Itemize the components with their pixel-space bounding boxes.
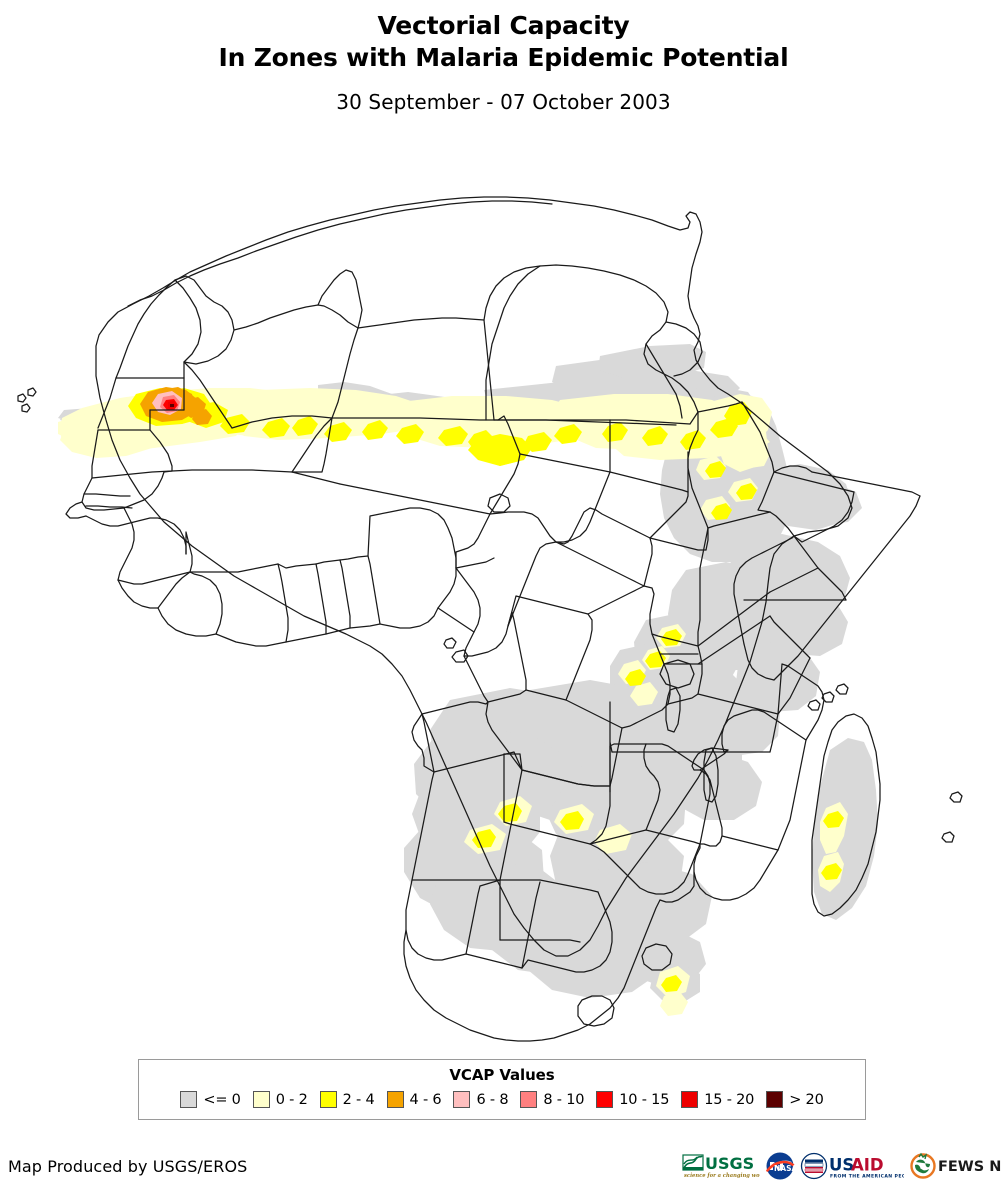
legend-swatch-le0 <box>180 1091 198 1108</box>
legend-label-le0: <= 0 <box>203 1091 241 1108</box>
legend-swatch-6-8 <box>453 1091 471 1108</box>
legend-label-0-2: 0 - 2 <box>275 1091 308 1108</box>
vcap-zone-gt-20 <box>170 404 174 407</box>
usgs-mark-icon <box>682 1154 704 1171</box>
usaid-wordmark-us: US <box>829 1156 854 1175</box>
legend-item-6-8[interactable]: 6 - 8 <box>453 1091 509 1108</box>
title-block: Vectorial Capacity In Zones with Malaria… <box>0 0 1007 114</box>
fewsnet-logo[interactable]: FEWS NET <box>909 1151 1001 1181</box>
usaid-wordmark-aid: AID <box>851 1156 884 1175</box>
map-credit: Map Produced by USGS/EROS <box>8 1157 248 1176</box>
africa-map-svg[interactable] <box>0 130 1007 1045</box>
legend: VCAP Values <= 0 0 - 2 2 - 4 4 - 6 6 - 8… <box>138 1059 866 1120</box>
legend-item-2-4[interactable]: 2 - 4 <box>319 1091 375 1108</box>
legend-item-8-10[interactable]: 8 - 10 <box>520 1091 584 1108</box>
usgs-logo[interactable]: USGS science for a changing world <box>682 1151 760 1181</box>
country-borders <box>17 196 963 1042</box>
nasa-wordmark: NASA <box>774 1164 795 1173</box>
legend-swatch-10-15 <box>596 1091 614 1108</box>
legend-items: <= 0 0 - 2 2 - 4 4 - 6 6 - 8 8 - 10 10 -… <box>139 1091 865 1108</box>
usaid-tagline: FROM THE AMERICAN PEOPLE <box>830 1174 904 1180</box>
usgs-tagline: science for a changing world <box>684 1173 760 1179</box>
date-range-subtitle: 30 September - 07 October 2003 <box>336 90 671 114</box>
fewsnet-wordmark: FEWS NET <box>938 1159 1001 1175</box>
legend-label-10-15: 10 - 15 <box>619 1091 670 1108</box>
legend-label-4-6: 4 - 6 <box>409 1091 442 1108</box>
page-title: Vectorial Capacity In Zones with Malaria… <box>218 11 789 72</box>
legend-swatch-8-10 <box>520 1091 538 1108</box>
usaid-seal-icon <box>800 1152 828 1180</box>
legend-swatch-15-20 <box>681 1091 699 1108</box>
legend-item-4-6[interactable]: 4 - 6 <box>386 1091 442 1108</box>
usgs-wordmark: USGS <box>705 1154 754 1173</box>
legend-item-gt-20[interactable]: > 20 <box>766 1091 824 1108</box>
legend-label-gt-20: > 20 <box>789 1091 824 1108</box>
legend-title: VCAP Values <box>449 1066 555 1084</box>
legend-item-15-20[interactable]: 15 - 20 <box>681 1091 754 1108</box>
footer-logos: USGS science for a changing world NASA U… <box>682 1149 1001 1183</box>
legend-swatch-2-4 <box>319 1091 337 1108</box>
fewsnet-globe-icon <box>910 1152 936 1179</box>
nasa-logo[interactable]: NASA <box>765 1151 795 1181</box>
legend-item-10-15[interactable]: 10 - 15 <box>596 1091 669 1108</box>
legend-item-le0[interactable]: <= 0 <box>180 1091 241 1108</box>
map-canvas[interactable] <box>0 130 1007 1045</box>
legend-label-2-4: 2 - 4 <box>342 1091 375 1108</box>
legend-label-8-10: 8 - 10 <box>543 1091 585 1108</box>
usaid-logo[interactable]: US AID FROM THE AMERICAN PEOPLE <box>800 1151 904 1181</box>
legend-label-6-8: 6 - 8 <box>476 1091 509 1108</box>
legend-swatch-gt-20 <box>766 1091 784 1108</box>
legend-item-0-2[interactable]: 0 - 2 <box>252 1091 308 1108</box>
legend-swatch-0-2 <box>252 1091 270 1108</box>
legend-label-15-20: 15 - 20 <box>704 1091 755 1108</box>
legend-swatch-4-6 <box>386 1091 404 1108</box>
